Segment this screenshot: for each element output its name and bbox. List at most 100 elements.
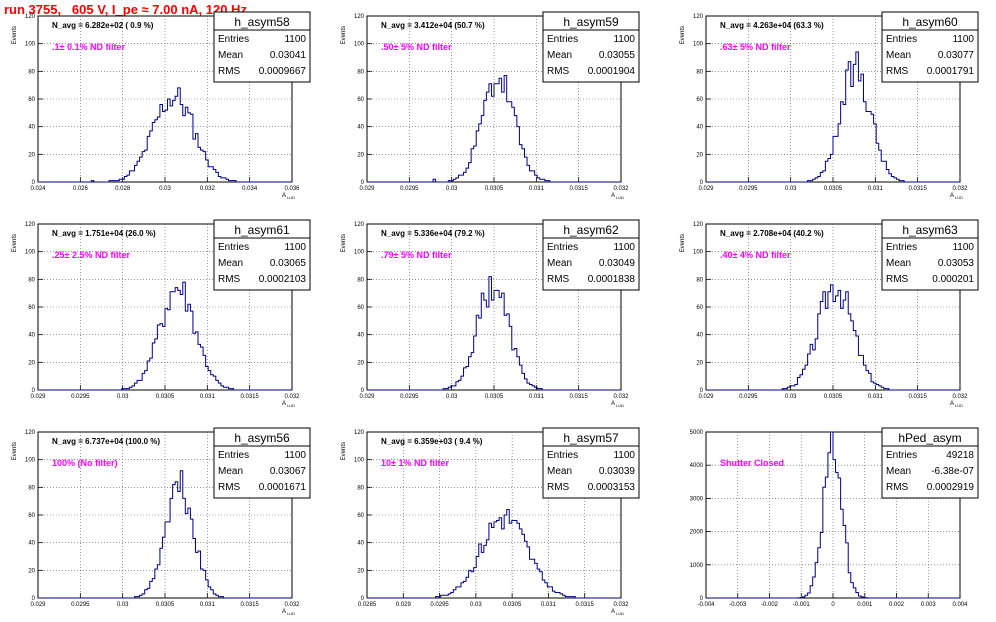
- x-tick-label: -0.001: [793, 602, 811, 608]
- x-axis-label-sub: LUD: [287, 403, 295, 408]
- x-tick-label: 0.0305: [485, 186, 504, 192]
- y-tick-label: 40: [696, 125, 703, 131]
- x-tick-label: 0.034: [242, 186, 258, 192]
- y-tick-label: 2000: [690, 530, 704, 536]
- x-tick-label: 0.032: [284, 394, 300, 400]
- x-tick-label: 0: [831, 602, 835, 608]
- stats-row-label: RMS: [886, 482, 909, 493]
- x-tick-label: 0.0295: [430, 602, 449, 608]
- y-tick-label: 100: [354, 458, 365, 464]
- y-tick-label: 60: [696, 97, 703, 103]
- stats-row-label: Mean: [547, 50, 572, 61]
- x-axis-label-sub: LUD: [616, 611, 624, 616]
- y-tick-label: 0: [361, 596, 365, 602]
- x-tick-label: -0.003: [729, 602, 747, 608]
- x-tick-label: 0.0315: [569, 186, 588, 192]
- x-tick-label: 0.03: [785, 394, 797, 400]
- x-tick-label: 0.03: [446, 186, 458, 192]
- x-tick-label: 0.0315: [908, 394, 927, 400]
- stats-row-label: Entries: [218, 242, 249, 253]
- y-tick-label: 60: [357, 97, 364, 103]
- x-tick-label: 0.0295: [400, 394, 419, 400]
- y-tick-label: 80: [28, 277, 35, 283]
- y-tick-label: 120: [354, 14, 365, 20]
- x-tick-label: 0.029: [698, 186, 714, 192]
- x-tick-label: 0.003: [921, 602, 937, 608]
- x-tick-label: 0.032: [613, 602, 629, 608]
- y-tick-label: 5000: [690, 430, 704, 436]
- y-tick-label: 4000: [690, 463, 704, 469]
- y-tick-label: 100: [693, 42, 704, 48]
- stats-row-label: Entries: [886, 242, 917, 253]
- n-avg-label: N_avg = 1.751e+04 (26.0 %): [52, 229, 156, 238]
- histogram-series: [367, 74, 621, 183]
- y-tick-label: 100: [25, 42, 36, 48]
- y-tick-label: 100: [25, 250, 36, 256]
- x-axis-label-sub: LUD: [616, 403, 624, 408]
- stats-row-value: 49218: [946, 450, 974, 461]
- n-avg-label: N_avg = 4.263e+04 (63.3 %): [720, 21, 824, 30]
- x-tick-label: 0.0315: [240, 394, 259, 400]
- stats-row-value: 0.0001791: [927, 66, 975, 77]
- n-avg-label: N_avg = 6.282e+02 ( 0.9 %): [52, 21, 154, 30]
- y-tick-label: 100: [354, 42, 365, 48]
- x-tick-label: 0.0315: [240, 602, 259, 608]
- x-tick-label: 0.024: [30, 186, 46, 192]
- x-tick-label: 0.0305: [824, 394, 843, 400]
- x-tick-label: 0.0315: [908, 186, 927, 192]
- filter-label: .1± 0.1% ND filter: [52, 42, 125, 52]
- y-tick-label: 0: [32, 596, 36, 602]
- stats-row-label: RMS: [547, 482, 570, 493]
- y-tick-label: 40: [357, 125, 364, 131]
- stats-title: hPed_asym: [898, 431, 961, 445]
- y-axis-label: Events: [12, 234, 18, 252]
- stats-row-label: Entries: [218, 34, 249, 45]
- y-tick-label: 40: [28, 125, 35, 131]
- x-tick-label: -0.002: [761, 602, 779, 608]
- x-tick-label: 0.031: [200, 394, 216, 400]
- stats-row-value: 0.0003153: [588, 482, 636, 493]
- y-tick-label: 120: [354, 222, 365, 228]
- stats-row-value: 0.03055: [599, 50, 636, 61]
- stats-row-label: Entries: [547, 242, 578, 253]
- y-tick-label: 60: [28, 513, 35, 519]
- stats-row-label: Mean: [218, 258, 243, 269]
- y-tick-label: 20: [28, 152, 35, 158]
- y-tick-label: 40: [696, 333, 703, 339]
- y-tick-label: 1000: [690, 563, 704, 569]
- x-tick-label: 0.032: [613, 394, 629, 400]
- n-avg-label: N_avg = 5.336e+04 (79.2 %): [381, 229, 485, 238]
- y-tick-label: 120: [693, 222, 704, 228]
- stats-row-value: 0.03053: [938, 258, 975, 269]
- filter-label: .63± 5% ND filter: [720, 42, 791, 52]
- stats-row-value: 0.03067: [270, 466, 307, 477]
- stats-box: [881, 219, 979, 291]
- stats-row-value: 0.000201: [932, 274, 974, 285]
- x-tick-label: 0.031: [868, 394, 884, 400]
- x-tick-label: 0.0295: [71, 602, 90, 608]
- y-tick-label: 100: [25, 458, 36, 464]
- y-tick-label: 80: [357, 277, 364, 283]
- stats-row-label: Mean: [547, 466, 572, 477]
- stats-box: [542, 11, 640, 83]
- stats-row-label: Mean: [218, 50, 243, 61]
- x-axis-label: A: [950, 193, 954, 199]
- x-axis-label-sub: LUD: [955, 403, 963, 408]
- y-tick-label: 20: [357, 152, 364, 158]
- x-axis-label-sub: LUD: [616, 195, 624, 200]
- stats-box: [881, 11, 979, 83]
- stats-title: h_asym59: [563, 15, 619, 29]
- x-tick-label: 0.029: [698, 394, 714, 400]
- x-axis-label: A: [282, 401, 286, 407]
- stats-row-value: 0.0001671: [259, 482, 307, 493]
- stats-row-label: Entries: [218, 450, 249, 461]
- x-tick-label: 0.0305: [485, 394, 504, 400]
- y-tick-label: 80: [28, 485, 35, 491]
- y-tick-label: 20: [696, 152, 703, 158]
- x-tick-label: 0.004: [952, 602, 968, 608]
- stats-row-label: Mean: [886, 258, 911, 269]
- x-tick-label: 0.028: [115, 186, 131, 192]
- stats-row-label: RMS: [547, 66, 570, 77]
- stats-row-value: 0.03039: [599, 466, 636, 477]
- x-tick-label: 0.0295: [71, 394, 90, 400]
